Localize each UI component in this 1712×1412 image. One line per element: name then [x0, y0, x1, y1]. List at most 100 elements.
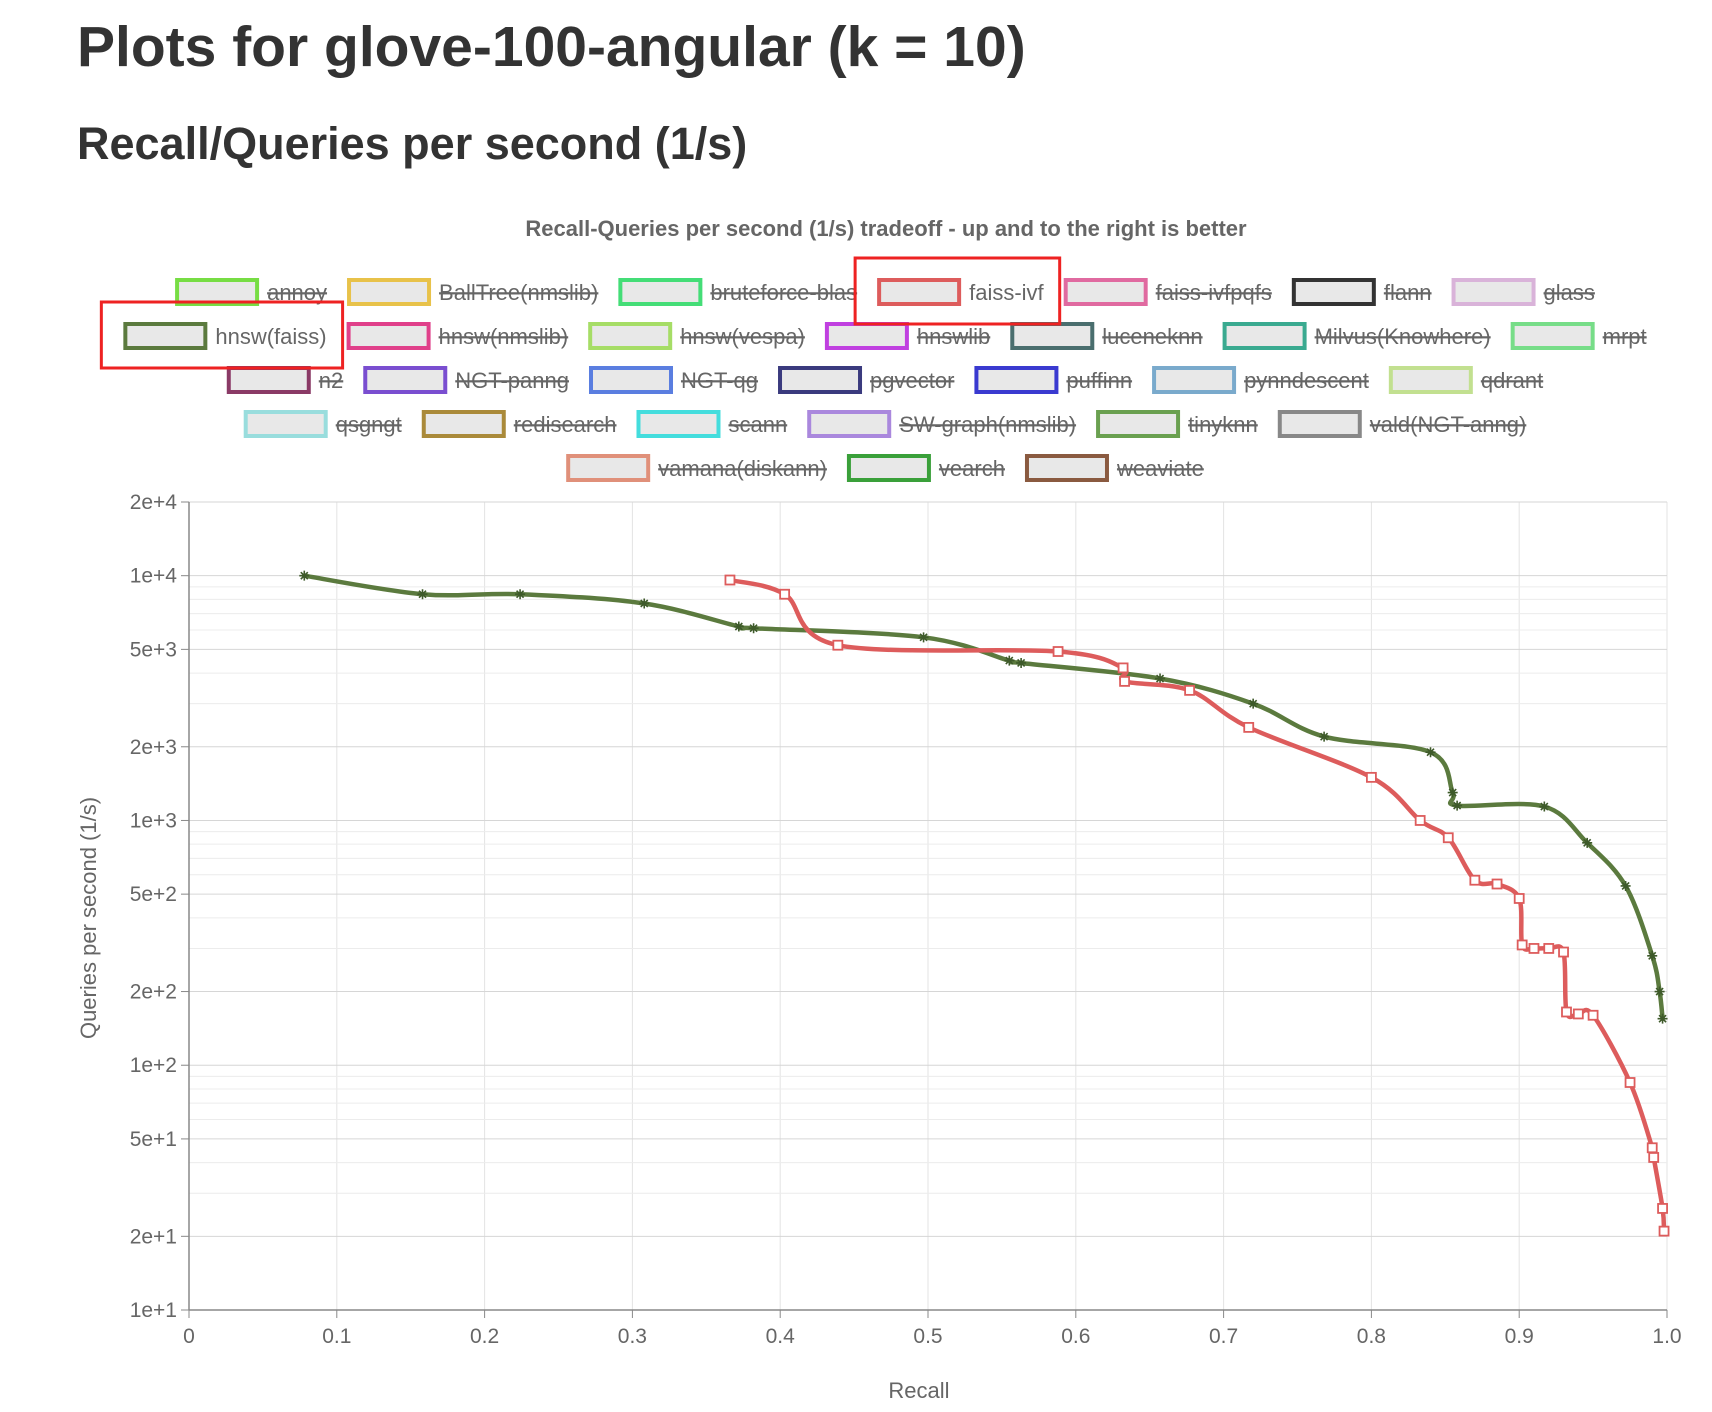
legend-swatch	[877, 278, 962, 306]
legend-label: faiss-ivf	[969, 280, 1044, 305]
data-point	[639, 598, 650, 609]
legend-item-hnsw-nmslib[interactable]: hnsw(nmslib)	[346, 322, 569, 350]
legend-swatch	[243, 410, 328, 438]
y-tick-label: 2e+2	[130, 981, 177, 1004]
legend-label: glass	[1544, 280, 1595, 305]
legend-item-pynndescent[interactable]: pynndescent	[1152, 366, 1369, 394]
legend-item-mrpt[interactable]: mrpt	[1510, 322, 1647, 350]
legend-item-hnswlib[interactable]: hnswlib	[824, 322, 990, 350]
data-point	[1658, 1225, 1670, 1237]
legend-swatch	[566, 454, 651, 482]
data-point	[1243, 721, 1255, 733]
data-point	[1572, 1008, 1584, 1020]
x-tick-label: 0.1	[322, 1325, 351, 1348]
legend-label: puffinn	[1066, 368, 1132, 393]
legend-swatch	[1010, 322, 1095, 350]
data-point	[1052, 646, 1064, 657]
legend-swatch	[1451, 278, 1536, 306]
x-tick-label: 0.7	[1209, 1325, 1238, 1348]
legend-item-redisearch[interactable]: redisearch	[421, 410, 617, 438]
x-tick-label: 0.6	[1061, 1325, 1090, 1348]
legend-swatch	[588, 322, 673, 350]
x-tick-label: 1.0	[1652, 1325, 1681, 1348]
legend-item-milvus-knowhere[interactable]: Milvus(Knowhere)	[1222, 322, 1491, 350]
y-tick-label: 1e+2	[130, 1054, 177, 1077]
data-point	[1513, 893, 1525, 904]
legend-item-hnsw-faiss[interactable]: hnsw(faiss)	[123, 322, 327, 350]
y-tick-label: 5e+2	[130, 883, 177, 906]
legend-item-luceneknn[interactable]: luceneknn	[1010, 322, 1203, 350]
legend-swatch	[226, 366, 311, 394]
legend-item-vamana-diskann[interactable]: vamana(diskann)	[566, 454, 827, 482]
legend-label: Milvus(Knowhere)	[1315, 324, 1491, 349]
y-tick-label: 5e+1	[130, 1128, 177, 1151]
data-point	[1657, 1013, 1668, 1024]
legend-label: luceneknn	[1102, 324, 1202, 349]
legend-item-hnsw-vespa[interactable]: hnsw(vespa)	[588, 322, 805, 350]
series-line	[727, 577, 1667, 1234]
data-point	[1558, 946, 1569, 958]
legend-item-faiss-ivf[interactable]: faiss-ivf	[877, 278, 1045, 306]
legend-swatch	[1024, 454, 1109, 482]
chart-axes: 0 0.1 0.2 0.3 0.4 0.5 0.6 0.7 0.8 0.9 1.0 1e+1 2e+1 5…	[130, 491, 1682, 1348]
y-tick-label: 2e+4	[130, 491, 178, 514]
legend-swatch	[123, 322, 208, 350]
legend-swatch	[363, 366, 448, 394]
data-point	[1561, 1006, 1572, 1018]
x-tick-label: 0.3	[618, 1325, 647, 1348]
legend-item-flann[interactable]: flann	[1291, 278, 1432, 306]
legend-item-qdrant[interactable]: qdrant	[1388, 366, 1543, 394]
legend-swatch	[1222, 322, 1307, 350]
y-tick-label: 5e+3	[130, 638, 177, 661]
data-point	[1119, 675, 1130, 687]
data-point	[299, 570, 310, 581]
data-point	[1657, 1203, 1668, 1214]
legend-label: n2	[319, 368, 343, 393]
highlight-box-faiss-ivf	[853, 256, 1062, 326]
legend-item-bruteforce-blas[interactable]: bruteforce-blas	[618, 278, 857, 306]
legend-swatch	[824, 322, 909, 350]
legend-label: NGT-qg	[681, 368, 758, 393]
legend-item-ngt-panng[interactable]: NGT-panng	[363, 366, 569, 394]
legend-item-ngt-qg[interactable]: NGT-qg	[588, 366, 758, 394]
legend-item-balltree-nmslib[interactable]: BallTree(nmslib)	[347, 278, 598, 306]
legend-item-scann[interactable]: scann	[636, 410, 787, 438]
legend-item-tinyknn[interactable]: tinyknn	[1096, 410, 1258, 438]
legend-item-sw-graph-nmslib[interactable]: SW-graph(nmslib)	[807, 410, 1076, 438]
legend-item-n2[interactable]: n2	[226, 366, 343, 394]
legend-swatch	[1063, 278, 1148, 306]
data-point	[1528, 943, 1540, 954]
data-point	[515, 589, 526, 600]
chart-series	[299, 570, 1670, 1237]
chart-grid	[188, 501, 1668, 1311]
legend-item-weaviate[interactable]: weaviate	[1024, 454, 1204, 482]
legend-item-pgvector[interactable]: pgvector	[778, 366, 954, 394]
legend-item-qsgngt[interactable]: qsgngt	[243, 410, 402, 438]
legend-item-glass[interactable]: glass	[1451, 278, 1595, 306]
series-faiss-ivf	[724, 574, 1670, 1237]
legend-label: BallTree(nmslib)	[439, 280, 598, 305]
chart-legend: annoy BallTree(nmslib) bruteforce-blas fais…	[123, 278, 1647, 482]
legend-swatch	[421, 410, 506, 438]
data-point	[1587, 1009, 1599, 1021]
legend-item-faiss-ivfpqfs[interactable]: faiss-ivfpqfs	[1063, 278, 1272, 306]
legend-swatch	[636, 410, 721, 438]
legend-item-vald-ngt-anng[interactable]: vald(NGT-anng)	[1277, 410, 1527, 438]
x-axis-title: Recall	[888, 1378, 949, 1403]
legend-swatch	[974, 366, 1059, 394]
chart-section-title: Recall/Queries per second (1/s)	[77, 118, 748, 169]
data-point	[1516, 939, 1528, 951]
data-point	[1004, 655, 1015, 666]
page-title: Plots for glove-100-angular (k = 10)	[77, 15, 1026, 79]
data-point	[1624, 1077, 1636, 1088]
legend-label: scann	[728, 412, 787, 437]
legend-item-vearch[interactable]: vearch	[846, 454, 1005, 482]
y-axis-title: Queries per second (1/s)	[76, 797, 101, 1039]
data-point	[724, 574, 736, 586]
data-point	[1469, 874, 1481, 886]
legend-item-puffinn[interactable]: puffinn	[974, 366, 1132, 394]
legend-swatch	[846, 454, 931, 482]
data-point	[1646, 1142, 1658, 1154]
legend-label: hnsw(vespa)	[680, 324, 805, 349]
